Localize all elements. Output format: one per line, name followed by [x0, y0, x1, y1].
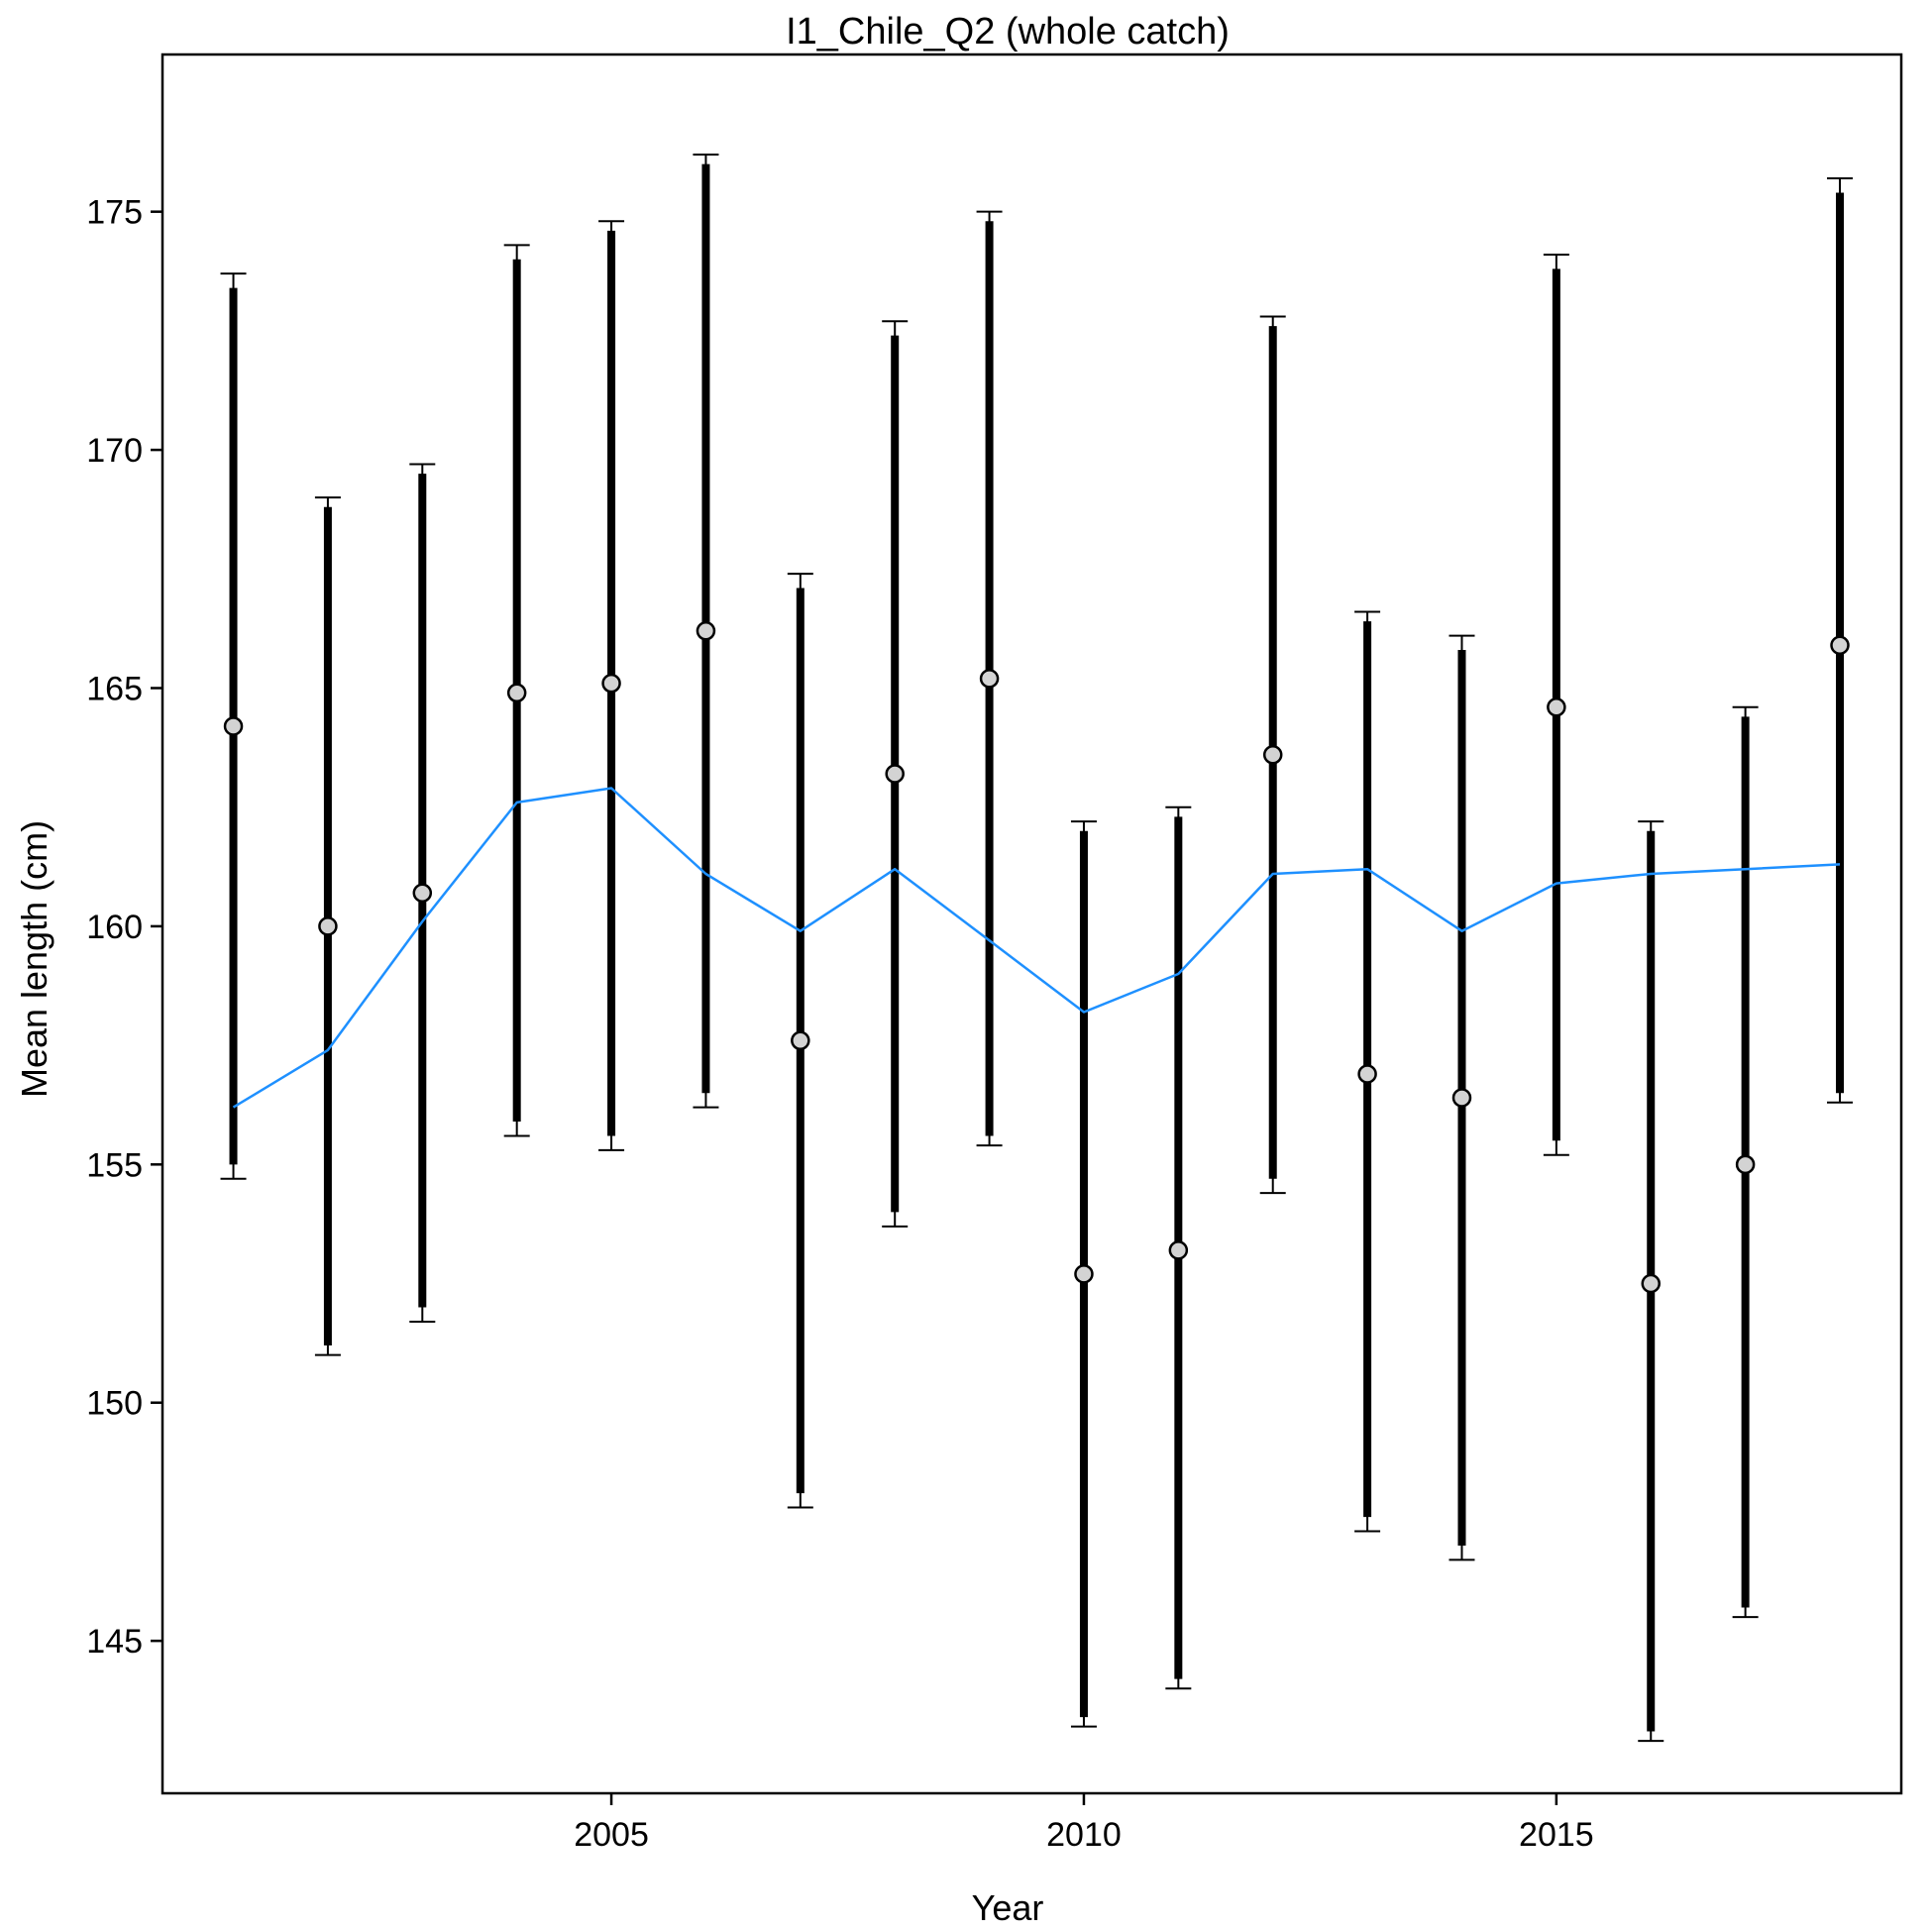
data-point [979, 669, 1000, 689]
data-point [1357, 1064, 1377, 1084]
expected-line [232, 787, 1841, 1109]
y-axis-label: Mean length (cm) [14, 820, 54, 1098]
x-tick-label: 2015 [1519, 1816, 1594, 1854]
data-point [318, 916, 338, 936]
data-point [601, 673, 621, 694]
series-layer [220, 153, 1854, 1743]
y-tick-label: 145 [86, 1623, 143, 1661]
data-point [1641, 1273, 1661, 1294]
data-point [1074, 1264, 1094, 1284]
y-tick-label: 160 [86, 909, 143, 946]
data-point [412, 883, 433, 903]
y-tick-label: 170 [86, 432, 143, 470]
data-point [1547, 697, 1566, 717]
chart-title: I1_Chile_Q2 (whole catch) [786, 11, 1230, 53]
x-tick-label: 2005 [574, 1816, 649, 1854]
x-tick-label: 2010 [1046, 1816, 1122, 1854]
data-point [1168, 1240, 1189, 1260]
data-point [1451, 1088, 1472, 1108]
plot-frame [161, 53, 1903, 1795]
y-tick-label: 165 [86, 670, 143, 707]
y-tick-label: 155 [86, 1146, 143, 1184]
y-tick-label: 150 [86, 1385, 143, 1423]
data-point [223, 716, 244, 736]
ticks-layer: 2005 2010 2015 145 150 155 160 165 170 175 [86, 194, 1593, 1854]
data-point [1735, 1154, 1756, 1175]
x-axis-label: Year [972, 1887, 1044, 1928]
data-point [885, 764, 905, 784]
data-point [506, 683, 527, 703]
data-point [1830, 635, 1850, 655]
data-point [696, 621, 716, 641]
data-point [791, 1030, 810, 1051]
data-point [1262, 745, 1283, 765]
y-tick-label: 175 [86, 194, 143, 232]
